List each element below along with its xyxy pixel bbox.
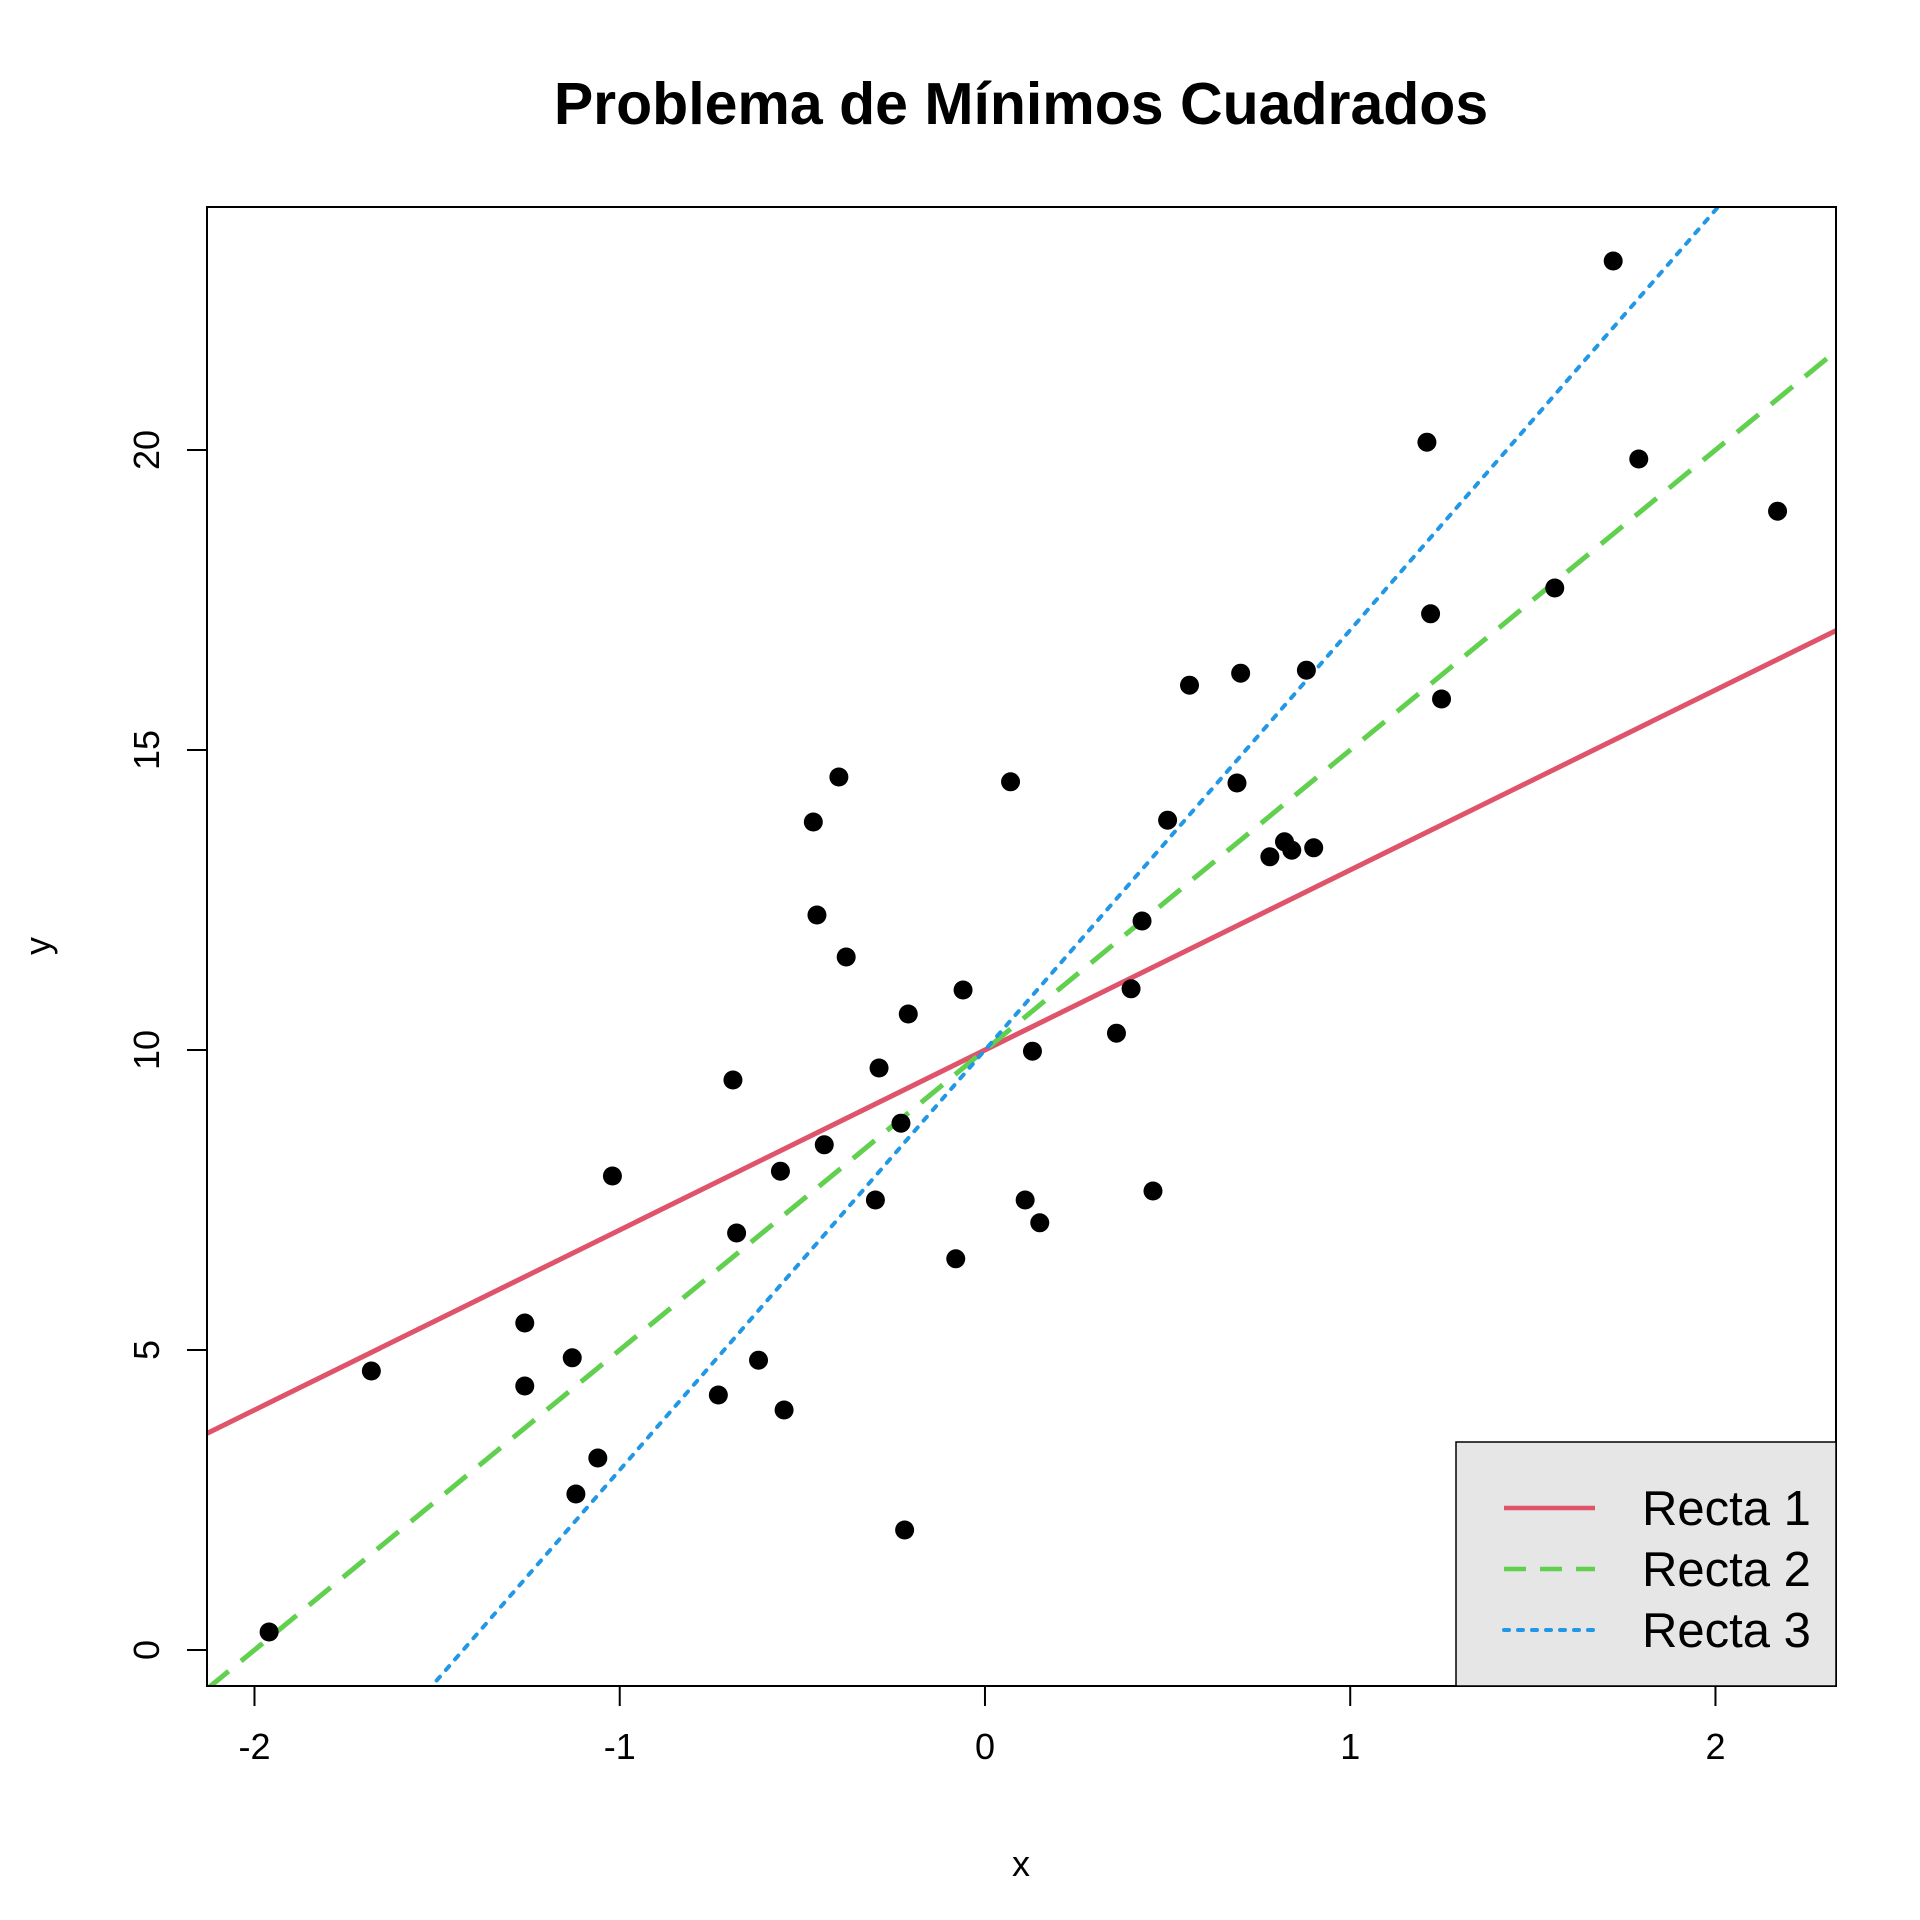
data-point bbox=[562, 1348, 582, 1368]
data-point bbox=[588, 1448, 608, 1468]
data-point bbox=[829, 767, 849, 787]
data-point bbox=[1121, 979, 1141, 999]
legend-box bbox=[1455, 1441, 1837, 1687]
data-point bbox=[1015, 1190, 1035, 1210]
data-point bbox=[1132, 911, 1152, 931]
data-point bbox=[1143, 1181, 1163, 1201]
data-point bbox=[1180, 675, 1200, 695]
y-tick-label: 15 bbox=[126, 730, 167, 770]
data-point bbox=[807, 905, 827, 925]
data-point bbox=[1629, 449, 1649, 469]
plot-area bbox=[207, 207, 1836, 1686]
x-tick-label: -1 bbox=[604, 1726, 636, 1767]
data-point bbox=[1227, 773, 1247, 793]
data-point bbox=[515, 1313, 535, 1333]
data-point bbox=[1260, 847, 1280, 867]
data-point bbox=[749, 1350, 769, 1370]
data-point bbox=[1304, 838, 1324, 858]
data-point bbox=[1030, 1213, 1050, 1233]
data-point bbox=[602, 1166, 622, 1186]
data-point bbox=[803, 812, 823, 832]
x-tick-label: 1 bbox=[1340, 1726, 1360, 1767]
data-point bbox=[869, 1058, 889, 1078]
x-tick-label: 0 bbox=[975, 1726, 995, 1767]
x-axis-label: x bbox=[1012, 1843, 1030, 1884]
data-point bbox=[708, 1385, 728, 1405]
y-axis-label: y bbox=[17, 937, 58, 955]
x-axis: -2 -1 0 1 2 bbox=[238, 1685, 1725, 1767]
data-point bbox=[953, 980, 973, 1000]
data-point bbox=[1106, 1023, 1126, 1043]
chart-title: Problema de Mínimos Cuadrados bbox=[554, 71, 1488, 137]
data-point bbox=[865, 1190, 885, 1210]
x-tick-label: -2 bbox=[238, 1726, 270, 1767]
y-tick-label: 0 bbox=[126, 1640, 167, 1660]
legend-label-1: Recta 1 bbox=[1642, 1482, 1811, 1536]
data-point bbox=[898, 1004, 918, 1024]
data-point bbox=[1545, 578, 1565, 598]
data-point bbox=[891, 1113, 911, 1133]
data-point bbox=[895, 1520, 915, 1540]
data-point bbox=[515, 1376, 535, 1396]
x-tick-label: 2 bbox=[1705, 1726, 1725, 1767]
data-point bbox=[774, 1400, 794, 1420]
y-axis: 0 5 10 15 20 bbox=[126, 430, 208, 1660]
data-point bbox=[1158, 810, 1178, 830]
y-tick-label: 5 bbox=[126, 1340, 167, 1360]
data-point bbox=[259, 1622, 279, 1642]
data-point bbox=[566, 1484, 586, 1504]
legend: Recta 1 Recta 2 Recta 3 bbox=[1455, 1441, 1837, 1687]
legend-label-2: Recta 2 bbox=[1642, 1543, 1811, 1597]
data-point bbox=[836, 947, 856, 967]
data-point bbox=[727, 1223, 747, 1243]
data-point bbox=[361, 1361, 381, 1381]
data-point bbox=[1001, 772, 1021, 792]
data-points bbox=[259, 251, 1788, 1642]
data-point bbox=[814, 1135, 834, 1155]
data-point bbox=[1282, 840, 1302, 860]
data-point bbox=[1231, 663, 1251, 683]
data-point bbox=[1022, 1041, 1042, 1061]
legend-label-3: Recta 3 bbox=[1642, 1604, 1811, 1658]
data-point bbox=[1432, 689, 1452, 709]
data-point bbox=[723, 1070, 743, 1090]
regression-lines bbox=[207, 207, 1836, 1686]
series-line-1 bbox=[207, 628, 1836, 1436]
data-point bbox=[1603, 251, 1623, 271]
data-point bbox=[1421, 604, 1441, 624]
data-point bbox=[1417, 432, 1437, 452]
data-point bbox=[770, 1161, 790, 1181]
data-point bbox=[1768, 501, 1788, 521]
data-point bbox=[946, 1249, 966, 1269]
data-point bbox=[1296, 660, 1316, 680]
y-tick-label: 20 bbox=[126, 430, 167, 470]
y-tick-label: 10 bbox=[126, 1030, 167, 1070]
